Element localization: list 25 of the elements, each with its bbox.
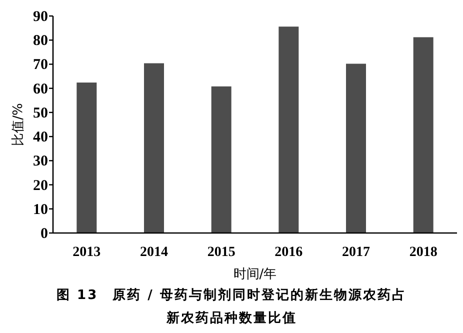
bar	[346, 64, 366, 233]
y-tick-label: 30	[33, 154, 48, 170]
y-tick-label: 70	[33, 57, 48, 74]
bar	[278, 26, 299, 233]
y-tick-label: 20	[33, 178, 48, 194]
bar	[144, 63, 164, 233]
y-tick-label: 60	[33, 81, 48, 98]
y-tick-label: 10	[33, 202, 48, 218]
bar	[76, 82, 97, 233]
y-tick-label: 0	[40, 226, 48, 242]
x-tick-label: 2016	[274, 245, 303, 260]
y-tick-label: 40	[33, 130, 48, 146]
x-tick-label: 2017	[342, 245, 370, 260]
y-axis-title: 比值/%	[11, 103, 26, 146]
x-tick-label: 2018	[409, 245, 438, 260]
bar	[413, 37, 434, 233]
x-axis-title: 时间/年	[233, 267, 277, 282]
x-tick-label: 2015	[207, 245, 236, 260]
text: 图 13 原药 / 母药与制剂同时登记的新生物源农药占新农药品种数量比值	[56, 286, 408, 328]
y-tick-label: 90	[33, 9, 48, 25]
x-tick-label: 2013	[72, 245, 101, 260]
y-tick-label: 80	[33, 33, 48, 50]
y-tick-label: 50	[33, 105, 48, 122]
x-tick-label: 2014	[140, 245, 168, 260]
bar	[211, 86, 232, 233]
